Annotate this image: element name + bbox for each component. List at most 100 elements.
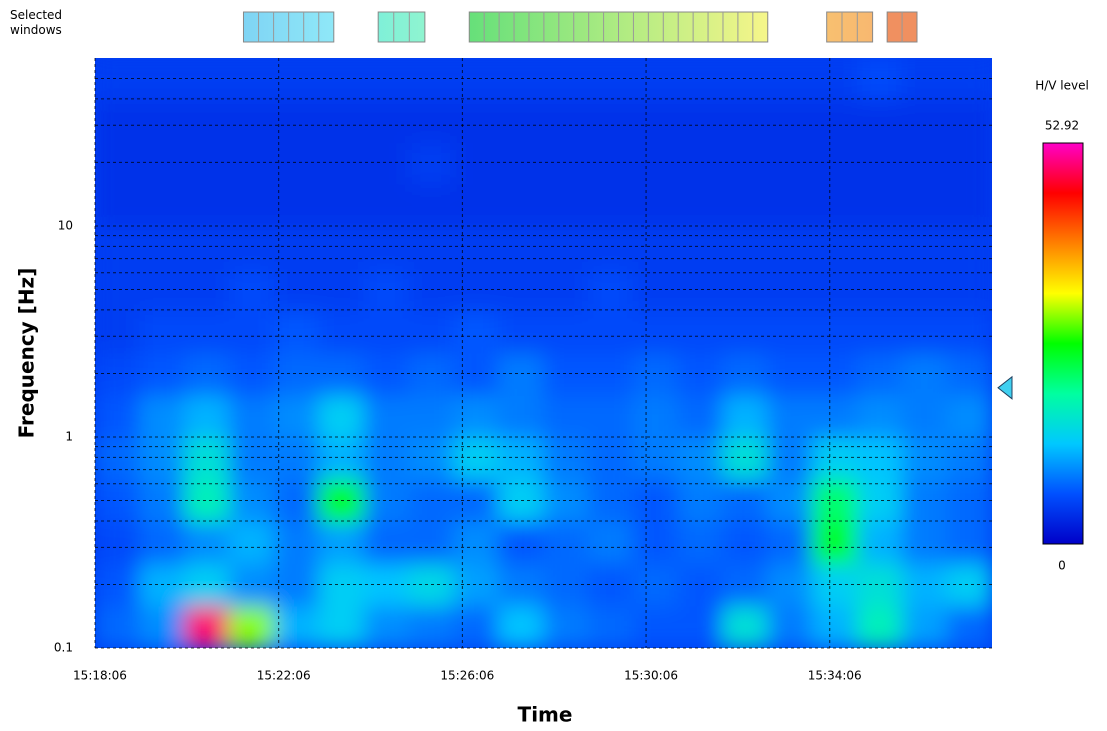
heatmap-cell xyxy=(364,395,410,438)
heatmap-cell xyxy=(95,142,141,185)
heatmap xyxy=(95,58,993,649)
heatmap-cell xyxy=(947,142,993,185)
heatmap-cell xyxy=(229,605,275,648)
heatmap-cell xyxy=(812,100,858,143)
heatmap-cell xyxy=(453,142,499,185)
heatmap-cell xyxy=(498,184,544,227)
heatmap-cell xyxy=(812,142,858,185)
heatmap-cell xyxy=(812,184,858,227)
heatmap-cell xyxy=(633,521,679,564)
heatmap-cell xyxy=(812,437,858,480)
heatmap-cell xyxy=(722,437,768,480)
heatmap-cell xyxy=(947,310,993,353)
heatmap-cell xyxy=(633,58,679,101)
heatmap-cell xyxy=(274,437,320,480)
heatmap-cell xyxy=(229,521,275,564)
heatmap-cell xyxy=(588,226,634,269)
heatmap-cell xyxy=(633,605,679,648)
x-tick-label: 15:30:06 xyxy=(624,669,678,683)
heatmap-cell xyxy=(139,142,185,185)
heatmap-cell xyxy=(408,605,454,648)
heatmap-cell xyxy=(453,521,499,564)
heatmap-cell xyxy=(543,142,589,185)
heatmap-cell xyxy=(947,58,993,101)
heatmap-cell xyxy=(139,605,185,648)
heatmap-cell xyxy=(857,521,903,564)
heatmap-cell xyxy=(767,226,813,269)
heatmap-cell xyxy=(633,437,679,480)
heatmap-cell xyxy=(947,100,993,143)
heatmap-cell xyxy=(767,58,813,101)
heatmap-cell xyxy=(274,226,320,269)
heatmap-cell xyxy=(229,310,275,353)
heatmap-cell xyxy=(767,605,813,648)
heatmap-cell xyxy=(274,100,320,143)
heatmap-cell xyxy=(408,100,454,143)
heatmap-cell xyxy=(319,58,365,101)
heatmap-cell xyxy=(857,605,903,648)
heatmap-cell xyxy=(453,184,499,227)
heatmap-cell xyxy=(767,395,813,438)
heatmap-cell xyxy=(722,395,768,438)
selected-window xyxy=(378,12,425,42)
heatmap-cell xyxy=(498,58,544,101)
heatmap-cell xyxy=(902,184,948,227)
colorbar-title: H/V level xyxy=(1035,79,1089,93)
x-tick-label: 15:34:06 xyxy=(808,669,862,683)
heatmap-cell xyxy=(902,437,948,480)
heatmap-cell xyxy=(408,226,454,269)
heatmap-cell xyxy=(229,100,275,143)
page: Time Frequency [Hz] H/V level 0.111015:1… xyxy=(0,0,1107,731)
heatmap-cell xyxy=(95,184,141,227)
heatmap-cell xyxy=(229,226,275,269)
heatmap-cell xyxy=(678,605,724,648)
heatmap-cell xyxy=(408,58,454,101)
heatmap-cell xyxy=(364,100,410,143)
heatmap-cell xyxy=(274,58,320,101)
heatmap-cell xyxy=(812,310,858,353)
heatmap-cell xyxy=(857,437,903,480)
heatmap-cell xyxy=(857,310,903,353)
colorbar-min-label: 0 xyxy=(1058,559,1066,573)
x-axis-title: Time xyxy=(518,703,573,727)
heatmap-cell xyxy=(588,437,634,480)
heatmap-cell xyxy=(229,142,275,185)
heatmap-cell xyxy=(319,605,365,648)
heatmap-cell xyxy=(857,226,903,269)
heatmap-cell xyxy=(678,437,724,480)
heatmap-cell xyxy=(588,58,634,101)
heatmap-cell xyxy=(95,521,141,564)
heatmap-cell xyxy=(319,521,365,564)
heatmap-cell xyxy=(543,437,589,480)
heatmap-cell xyxy=(812,395,858,438)
heatmap-cell xyxy=(902,395,948,438)
heatmap-cell xyxy=(543,184,589,227)
heatmap-cell xyxy=(543,605,589,648)
heatmap-cell xyxy=(588,184,634,227)
heatmap-cell xyxy=(947,521,993,564)
heatmap-cell xyxy=(947,437,993,480)
windows-label: Selected windows xyxy=(10,8,70,38)
heatmap-cell xyxy=(139,521,185,564)
heatmap-cell xyxy=(319,310,365,353)
heatmap-cell xyxy=(95,226,141,269)
heatmap-cell xyxy=(274,605,320,648)
heatmap-cell xyxy=(722,353,768,396)
heatmap-cell xyxy=(767,353,813,396)
heatmap-cell xyxy=(229,437,275,480)
heatmap-cell xyxy=(633,226,679,269)
heatmap-cell xyxy=(453,100,499,143)
heatmap-cell xyxy=(229,184,275,227)
heatmap-cell xyxy=(678,142,724,185)
heatmap-cell xyxy=(902,605,948,648)
heatmap-cell xyxy=(184,184,230,227)
heatmap-cell xyxy=(588,142,634,185)
heatmap-cell xyxy=(95,437,141,480)
heatmap-cell xyxy=(408,184,454,227)
heatmap-cell xyxy=(543,521,589,564)
heatmap-cell xyxy=(498,437,544,480)
heatmap-cell xyxy=(857,100,903,143)
heatmap-cell xyxy=(453,58,499,101)
heatmap-cell xyxy=(543,395,589,438)
x-tick-label: 15:26:06 xyxy=(440,669,494,683)
